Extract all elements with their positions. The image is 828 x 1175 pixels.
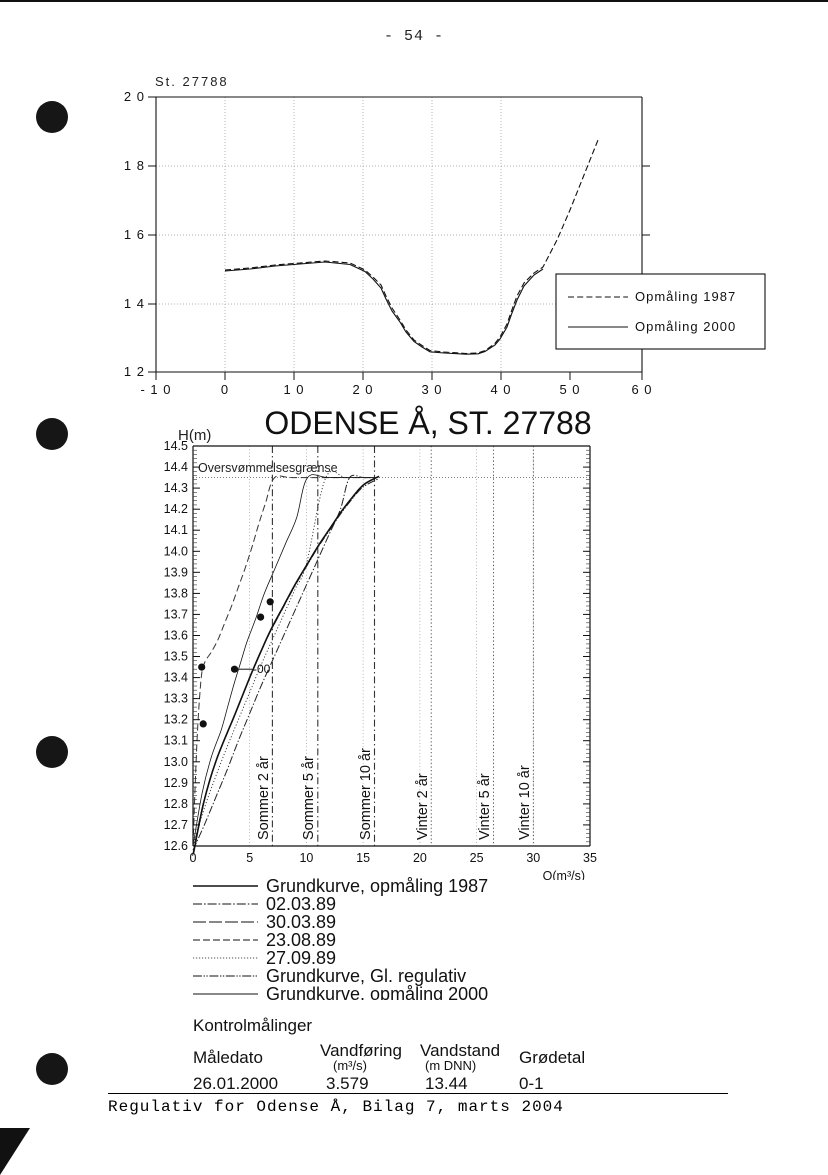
svg-text:Grundkurve, opmåling 2000: Grundkurve, opmåling 2000 xyxy=(266,984,488,1000)
svg-text:27.09.89: 27.09.89 xyxy=(266,948,336,968)
svg-text:30.03.89: 30.03.89 xyxy=(266,912,336,932)
svg-text:23.08.89: 23.08.89 xyxy=(266,930,336,950)
svg-text:Grundkurve, Gl. regulativ: Grundkurve, Gl. regulativ xyxy=(266,966,466,986)
svg-text:02.03.89: 02.03.89 xyxy=(266,894,336,914)
svg-text:Grundkurve, opmåling 1987: Grundkurve, opmåling 1987 xyxy=(266,876,488,896)
